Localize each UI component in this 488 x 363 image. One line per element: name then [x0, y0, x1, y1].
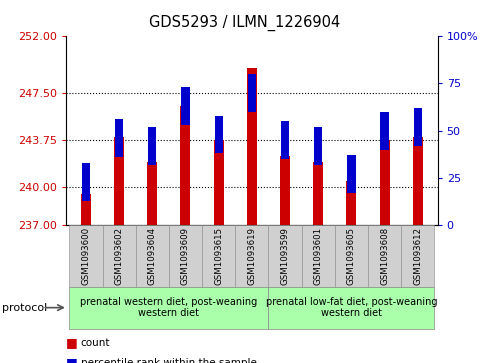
Bar [115, 119, 123, 157]
Text: GSM1093599: GSM1093599 [280, 227, 289, 285]
Bar [380, 112, 388, 150]
Text: ■: ■ [66, 356, 78, 363]
Text: GSM1093609: GSM1093609 [181, 227, 189, 285]
Bar [114, 137, 124, 225]
Bar [346, 181, 356, 225]
Text: prenatal western diet, post-weaning
western diet: prenatal western diet, post-weaning west… [80, 297, 257, 318]
Bar [247, 74, 255, 112]
Bar [81, 193, 91, 225]
Bar [180, 106, 190, 225]
Bar [412, 137, 422, 225]
Bar [313, 127, 322, 165]
Text: GSM1093619: GSM1093619 [247, 227, 256, 285]
Bar [413, 108, 421, 146]
Text: GSM1093604: GSM1093604 [147, 227, 157, 285]
Bar [379, 140, 389, 225]
Bar [147, 162, 157, 225]
Text: GSM1093600: GSM1093600 [81, 227, 90, 285]
Text: GSM1093601: GSM1093601 [313, 227, 322, 285]
Bar [280, 121, 288, 159]
Text: GDS5293 / ILMN_1226904: GDS5293 / ILMN_1226904 [148, 15, 340, 31]
Text: GSM1093612: GSM1093612 [412, 227, 421, 285]
Bar [313, 162, 323, 225]
Text: count: count [81, 338, 110, 348]
Bar [81, 163, 90, 200]
Bar [148, 127, 156, 165]
Text: protocol: protocol [2, 303, 48, 313]
Bar [181, 87, 189, 125]
Text: GSM1093608: GSM1093608 [379, 227, 388, 285]
Bar [214, 115, 223, 153]
Text: GSM1093602: GSM1093602 [114, 227, 123, 285]
Text: GSM1093605: GSM1093605 [346, 227, 355, 285]
Bar [213, 140, 223, 225]
Bar [280, 156, 289, 225]
Bar [346, 155, 355, 193]
Text: GSM1093615: GSM1093615 [214, 227, 223, 285]
Bar [246, 68, 256, 225]
Text: ■: ■ [66, 337, 78, 350]
Text: percentile rank within the sample: percentile rank within the sample [81, 358, 256, 363]
Text: prenatal low-fat diet, post-weaning
western diet: prenatal low-fat diet, post-weaning west… [265, 297, 436, 318]
